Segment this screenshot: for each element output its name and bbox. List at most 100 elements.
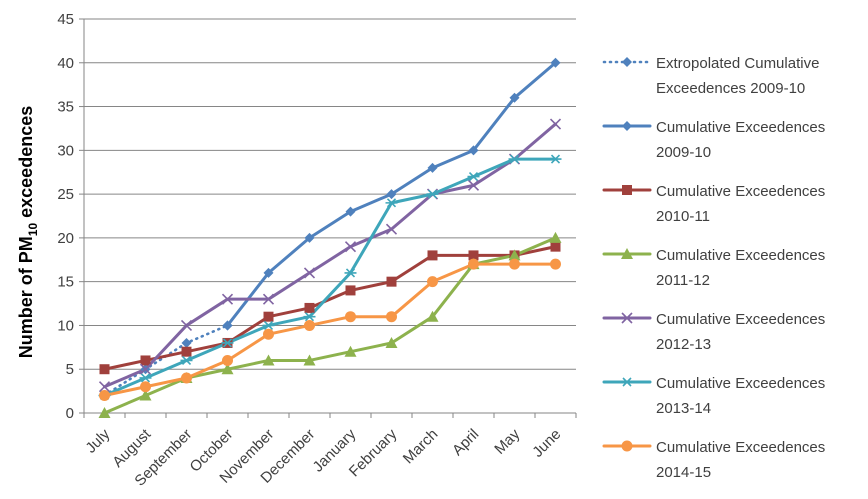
legend-swatch-marker bbox=[622, 121, 632, 131]
data-point-marker bbox=[345, 285, 356, 296]
data-point-marker bbox=[385, 336, 398, 348]
legend-label: Extropolated Cumulative bbox=[656, 55, 819, 72]
data-point-marker bbox=[221, 338, 234, 348]
data-point-marker bbox=[344, 241, 357, 253]
data-point-marker bbox=[550, 241, 561, 252]
gridlines bbox=[84, 18, 576, 370]
data-point-marker bbox=[181, 372, 192, 384]
data-point-marker bbox=[549, 118, 562, 130]
data-point-marker bbox=[385, 198, 398, 208]
y-axis-title-subscript: 10 bbox=[26, 223, 40, 237]
data-point-marker bbox=[263, 311, 274, 322]
series-lines bbox=[103, 61, 557, 415]
y-tick-label: 10 bbox=[57, 317, 74, 334]
data-point-marker bbox=[98, 381, 111, 393]
y-tick-label: 30 bbox=[57, 142, 74, 159]
legend-swatch-marker bbox=[621, 248, 633, 259]
legend-label: Cumulative Exceedences bbox=[656, 375, 825, 392]
data-point-marker bbox=[468, 250, 479, 261]
data-point-marker bbox=[550, 57, 561, 68]
x-tick-label: May bbox=[491, 425, 523, 457]
y-tick-label: 15 bbox=[57, 274, 74, 291]
data-point-marker bbox=[98, 407, 111, 418]
data-point-marker bbox=[468, 258, 479, 270]
data-point-marker bbox=[303, 354, 316, 366]
data-point-marker bbox=[427, 162, 438, 173]
data-point-marker bbox=[99, 389, 110, 401]
data-point-marker bbox=[181, 346, 192, 357]
data-point-marker bbox=[508, 154, 521, 164]
data-point-marker bbox=[262, 293, 275, 305]
data-point-marker bbox=[549, 231, 562, 243]
series-markers bbox=[98, 57, 562, 418]
legend-swatch-marker bbox=[621, 440, 633, 452]
data-point-marker bbox=[345, 311, 356, 323]
data-point-marker bbox=[550, 258, 561, 270]
data-point-marker bbox=[386, 311, 397, 323]
y-tick-labels: 0 5 10 15 20 25 30 35 40 45 bbox=[57, 11, 74, 422]
data-point-marker bbox=[386, 189, 397, 200]
y-tick-label: 20 bbox=[57, 230, 74, 247]
legend-label: Cumulative Exceedences bbox=[656, 119, 825, 136]
y-tick-label: 25 bbox=[57, 186, 74, 203]
legend-swatch-marker bbox=[621, 312, 633, 324]
data-point-marker bbox=[345, 206, 356, 217]
x-tick-label: July bbox=[82, 425, 113, 456]
legend-swatch-marker bbox=[621, 377, 633, 387]
legend-label: Cumulative Exceedences bbox=[656, 247, 825, 264]
data-point-marker bbox=[468, 145, 479, 156]
legend-swatch-marker bbox=[622, 185, 632, 195]
data-point-marker bbox=[140, 381, 151, 393]
data-point-marker bbox=[139, 373, 152, 383]
data-point-marker bbox=[509, 92, 520, 103]
data-point-marker bbox=[140, 355, 151, 366]
x-tick-label: March bbox=[400, 426, 441, 467]
y-tick-label: 45 bbox=[57, 11, 74, 28]
legend-label: Exceedences 2009-10 bbox=[656, 80, 805, 97]
legend-label: 2009-10 bbox=[656, 144, 711, 161]
y-axis-title: Number of PM10 exceedences bbox=[16, 106, 40, 358]
axes bbox=[79, 18, 577, 418]
legend-label: 2011-12 bbox=[656, 272, 710, 289]
data-point-marker bbox=[263, 267, 274, 278]
data-point-marker bbox=[139, 389, 152, 401]
series-line bbox=[103, 122, 557, 389]
y-tick-label: 0 bbox=[66, 405, 74, 422]
data-point-marker bbox=[139, 363, 152, 375]
legend-label: 2010-11 bbox=[656, 208, 710, 225]
series-line bbox=[103, 245, 557, 371]
data-point-marker bbox=[263, 328, 274, 340]
x-tick-label: June bbox=[529, 426, 564, 461]
data-point-marker bbox=[262, 354, 275, 366]
data-point-marker bbox=[386, 276, 397, 287]
data-point-marker bbox=[385, 223, 398, 235]
series-line bbox=[103, 157, 557, 397]
data-point-marker bbox=[508, 249, 521, 261]
data-point-marker bbox=[222, 354, 233, 366]
data-point-marker bbox=[427, 250, 438, 261]
legend-label: Cumulative Exceedences bbox=[656, 183, 825, 200]
data-point-marker bbox=[426, 310, 439, 322]
data-point-marker bbox=[426, 189, 439, 199]
data-point-marker bbox=[99, 364, 110, 375]
data-point-marker bbox=[303, 312, 316, 322]
y-axis-title-main: Number of PM bbox=[16, 236, 36, 358]
data-point-marker bbox=[344, 268, 357, 278]
series-line bbox=[103, 324, 229, 397]
data-point-marker bbox=[180, 319, 193, 332]
series-line bbox=[103, 262, 557, 397]
legend-swatch-marker bbox=[622, 57, 632, 67]
data-point-marker bbox=[221, 363, 234, 375]
y-tick-label: 35 bbox=[57, 99, 74, 116]
legend-label: Cumulative Exceedences bbox=[656, 311, 825, 328]
data-point-marker bbox=[467, 172, 480, 182]
data-point-marker bbox=[549, 154, 562, 164]
data-point-marker bbox=[304, 302, 315, 313]
y-axis-title-tail: exceedences bbox=[16, 106, 36, 223]
data-point-marker bbox=[427, 276, 438, 288]
data-point-marker bbox=[304, 232, 315, 243]
legend: Extropolated Cumulative Exceedences 2009-… bbox=[602, 55, 825, 481]
legend-label: Cumulative Exceedences bbox=[656, 439, 825, 456]
